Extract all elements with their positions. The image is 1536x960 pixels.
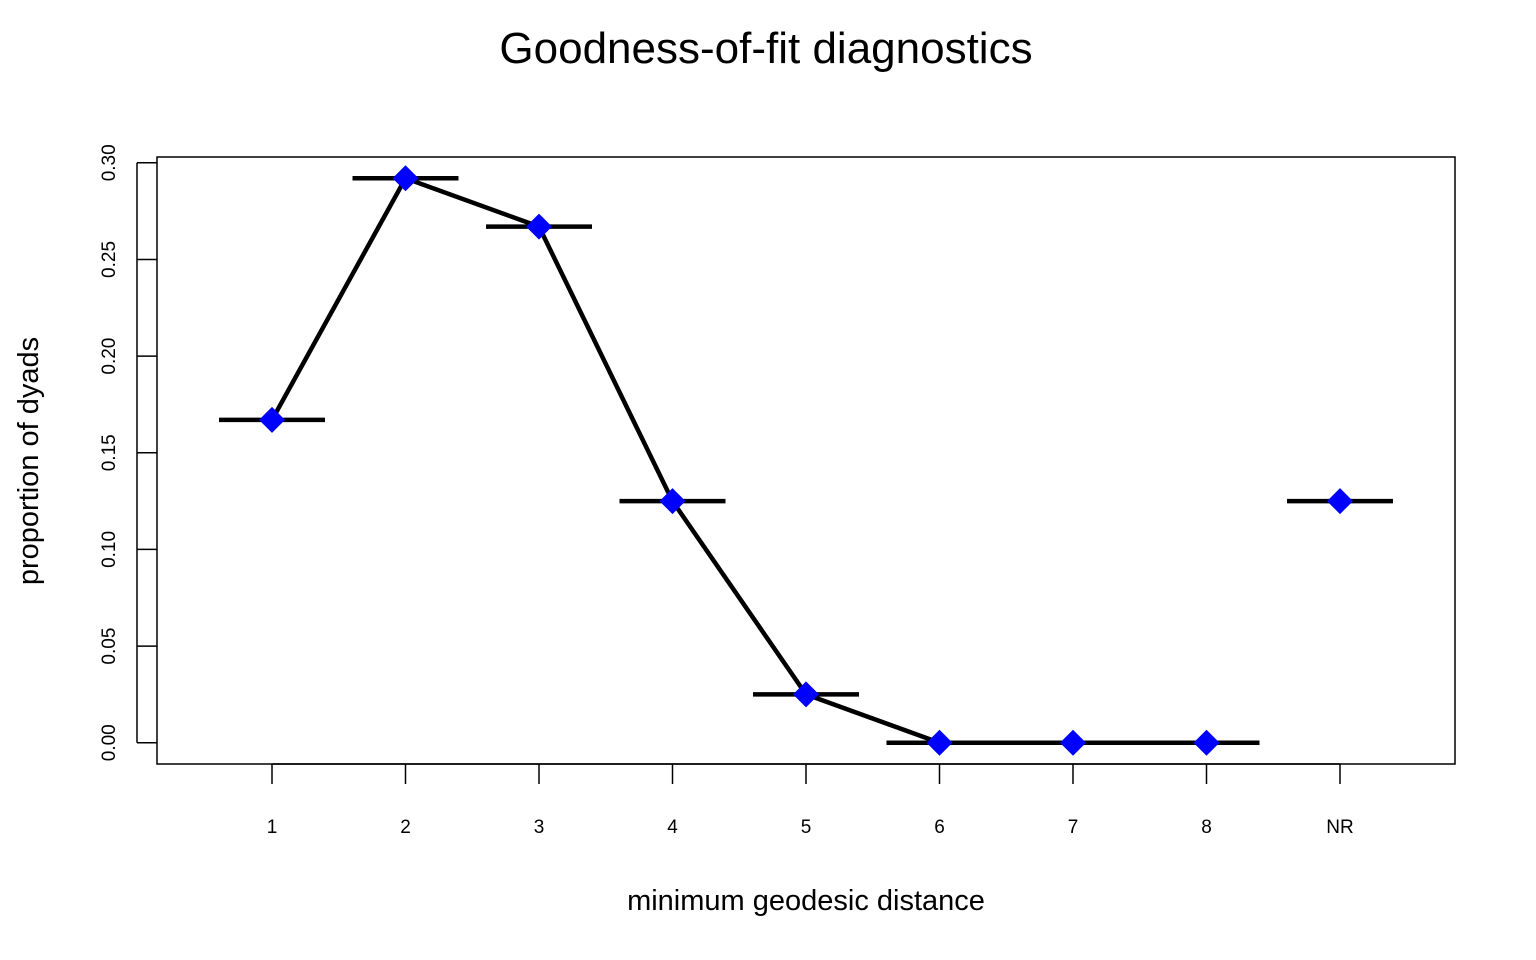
y-tick-label: 0.10 — [99, 531, 120, 568]
data-point — [1193, 729, 1220, 756]
y-tick-label: 0.30 — [99, 144, 120, 181]
y-tick-label: 0.00 — [99, 724, 120, 761]
data-points — [259, 165, 1353, 756]
x-tick-label: 3 — [534, 817, 545, 838]
horizontal-bars — [219, 176, 1393, 745]
data-point — [793, 681, 819, 708]
x-axis-label: minimum geodesic distance — [627, 885, 985, 917]
y-tick-label: 0.20 — [99, 338, 120, 375]
x-tick-label: 4 — [667, 817, 678, 838]
x-tick-label: 6 — [934, 817, 945, 838]
x-tick-label: NR — [1326, 817, 1353, 838]
data-point — [926, 729, 953, 756]
x-axis: 1 2 3 4 5 6 7 8 NR — [267, 763, 1354, 838]
y-tick-label: 0.05 — [99, 628, 120, 665]
data-point — [259, 406, 285, 433]
data-point — [1060, 729, 1086, 756]
observed-line — [270, 175, 1207, 745]
data-point — [1327, 488, 1353, 515]
x-tick-label: 1 — [267, 817, 278, 838]
data-point — [526, 213, 552, 240]
data-point — [392, 165, 419, 192]
y-tick-label: 0.25 — [99, 241, 120, 278]
plot-area-border — [156, 156, 1456, 765]
data-point — [659, 488, 686, 515]
chart-title: Goodness-of-fit diagnostics — [499, 24, 1032, 73]
y-axis: 0.00 0.05 0.10 0.15 0.20 0.25 0.30 — [99, 144, 157, 761]
x-tick-label: 8 — [1201, 817, 1212, 838]
x-tick-label: 7 — [1068, 817, 1079, 838]
y-axis-label: proportion of dyads — [13, 337, 45, 585]
x-tick-label: 2 — [400, 817, 411, 838]
x-tick-label: 5 — [801, 817, 812, 838]
y-tick-label: 0.15 — [99, 434, 120, 471]
